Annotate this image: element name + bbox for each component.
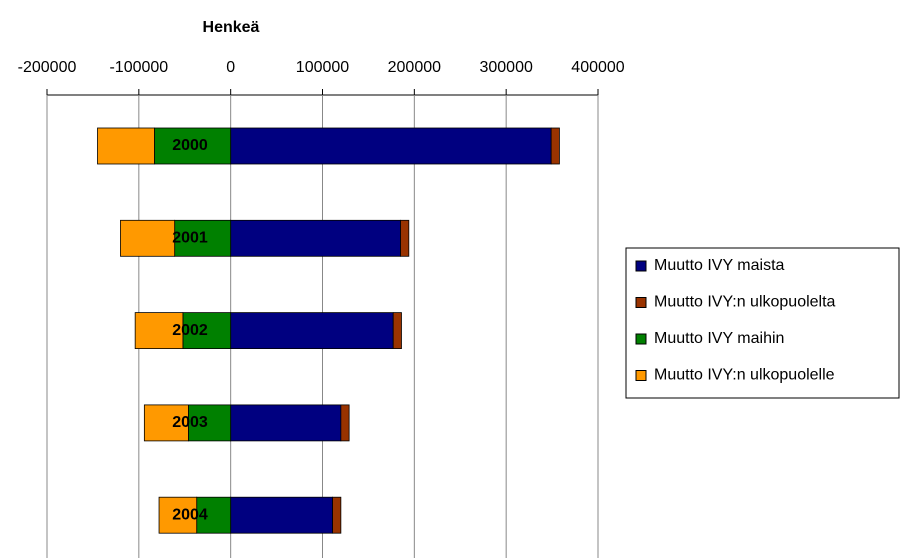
bar-segment bbox=[332, 496, 342, 534]
x-tick-label: 100000 bbox=[296, 59, 349, 76]
x-tick-label: 300000 bbox=[479, 59, 532, 76]
legend-box bbox=[625, 247, 900, 399]
bar-segment bbox=[230, 127, 552, 165]
legend-label: Muutto IVY:n ulkopuolelta bbox=[654, 294, 836, 311]
legend: Muutto IVY maista Muutto IVY:n ulkopuolel… bbox=[625, 247, 900, 399]
legend-swatch bbox=[635, 370, 647, 381]
category-label: 2004 bbox=[172, 506, 208, 523]
bar-segment bbox=[340, 404, 350, 442]
category-label: 2002 bbox=[172, 322, 208, 339]
x-tick-label: 0 bbox=[226, 59, 235, 76]
bar-segment bbox=[143, 404, 189, 442]
bar-segment bbox=[230, 496, 334, 534]
legend-swatch bbox=[635, 333, 647, 345]
bar-segment bbox=[120, 219, 176, 257]
bar-segment bbox=[182, 312, 232, 350]
bar-segment bbox=[188, 404, 232, 442]
legend-label: Muutto IVY maista bbox=[654, 257, 785, 274]
legend-swatch bbox=[635, 260, 647, 272]
category-label: 2000 bbox=[172, 137, 208, 154]
legend-label: Muutto IVY maihin bbox=[654, 330, 784, 347]
x-tick-label: -100000 bbox=[109, 59, 168, 76]
bar-segment bbox=[392, 312, 402, 350]
x-tick-label: 400000 bbox=[571, 59, 624, 76]
chart-title: Henkeä bbox=[203, 19, 260, 36]
bar-segment bbox=[230, 312, 394, 350]
category-label: 2001 bbox=[172, 230, 208, 247]
x-tick-label: 200000 bbox=[388, 59, 441, 76]
bar-segment bbox=[158, 496, 198, 534]
bar-segment bbox=[97, 127, 155, 165]
bar-segment bbox=[400, 219, 410, 257]
category-label: 2003 bbox=[172, 414, 208, 431]
bar-segment bbox=[230, 219, 401, 257]
bar-segment bbox=[174, 219, 232, 257]
bar-segment bbox=[550, 127, 560, 165]
legend-swatch bbox=[635, 297, 647, 308]
x-tick-label: -200000 bbox=[18, 59, 77, 76]
bar-segment bbox=[230, 404, 342, 442]
legend-label: Muutto IVY:n ulkopuolelle bbox=[654, 367, 835, 384]
bar-segment bbox=[196, 496, 232, 534]
bar-segment bbox=[134, 312, 184, 350]
